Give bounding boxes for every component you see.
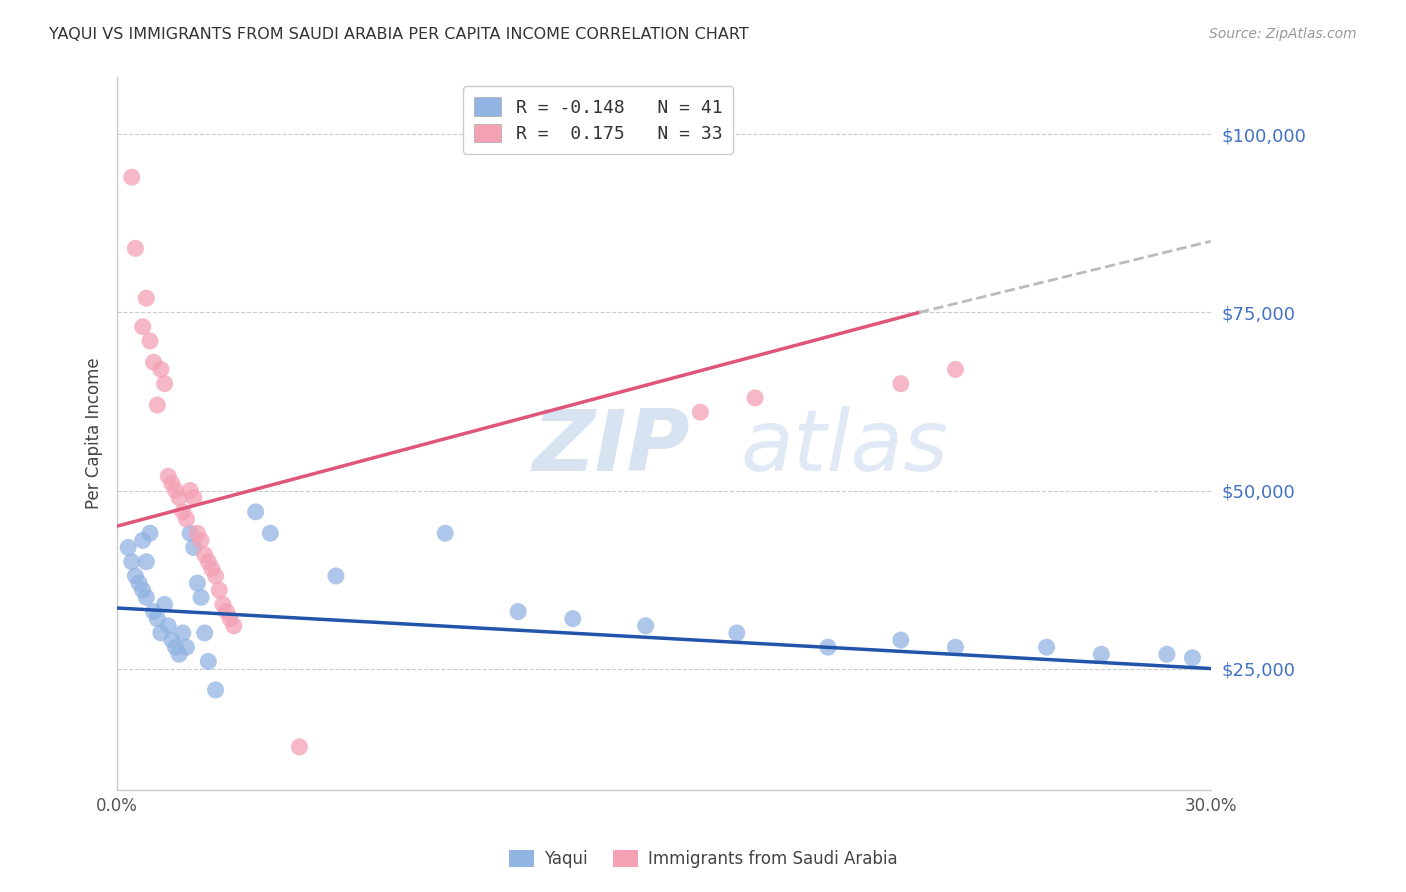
Point: [139, 526, 162, 541]
Point: [157, 619, 180, 633]
Point: [176, 640, 198, 655]
Point: [146, 398, 169, 412]
Text: Source: ZipAtlas.com: Source: ZipAtlas.com: [1209, 27, 1357, 41]
Point: [725, 626, 748, 640]
Point: [1181, 651, 1204, 665]
Point: [117, 541, 139, 555]
Point: [689, 405, 711, 419]
Point: [194, 548, 217, 562]
Y-axis label: Per Capita Income: Per Capita Income: [86, 358, 103, 509]
Point: [179, 483, 201, 498]
Point: [744, 391, 766, 405]
Point: [186, 526, 208, 541]
Point: [121, 555, 143, 569]
Point: [160, 633, 183, 648]
Point: [131, 533, 153, 548]
Point: [1035, 640, 1057, 655]
Point: [194, 626, 217, 640]
Point: [212, 598, 235, 612]
Point: [215, 605, 238, 619]
Point: [197, 655, 219, 669]
Point: [135, 591, 157, 605]
Point: [128, 576, 150, 591]
Point: [124, 241, 146, 255]
Text: YAQUI VS IMMIGRANTS FROM SAUDI ARABIA PER CAPITA INCOME CORRELATION CHART: YAQUI VS IMMIGRANTS FROM SAUDI ARABIA PE…: [49, 27, 749, 42]
Point: [890, 376, 912, 391]
Point: [219, 612, 242, 626]
Point: [139, 334, 162, 348]
Point: [124, 569, 146, 583]
Point: [561, 612, 583, 626]
Point: [165, 640, 187, 655]
Point: [165, 483, 187, 498]
Point: [160, 476, 183, 491]
Point: [201, 562, 224, 576]
Point: [176, 512, 198, 526]
Point: [172, 626, 194, 640]
Point: [288, 739, 311, 754]
Point: [190, 533, 212, 548]
Point: [183, 541, 205, 555]
Point: [186, 576, 208, 591]
Point: [183, 491, 205, 505]
Point: [131, 583, 153, 598]
Point: [142, 605, 165, 619]
Point: [142, 355, 165, 369]
Point: [1156, 648, 1178, 662]
Point: [945, 640, 967, 655]
Point: [197, 555, 219, 569]
Point: [1090, 648, 1112, 662]
Point: [153, 598, 176, 612]
Point: [204, 682, 226, 697]
Point: [179, 526, 201, 541]
Legend: Yaqui, Immigrants from Saudi Arabia: Yaqui, Immigrants from Saudi Arabia: [502, 843, 904, 875]
Point: [172, 505, 194, 519]
Point: [259, 526, 281, 541]
Point: [634, 619, 657, 633]
Point: [121, 170, 143, 185]
Point: [508, 605, 530, 619]
Point: [945, 362, 967, 376]
Point: [167, 648, 190, 662]
Legend: R = -0.148   N = 41, R =  0.175   N = 33: R = -0.148 N = 41, R = 0.175 N = 33: [464, 87, 733, 154]
Text: ZIP: ZIP: [533, 406, 690, 490]
Point: [204, 569, 226, 583]
Point: [146, 612, 169, 626]
Point: [149, 362, 172, 376]
Point: [135, 555, 157, 569]
Point: [131, 319, 153, 334]
Point: [817, 640, 839, 655]
Point: [208, 583, 231, 598]
Point: [153, 376, 176, 391]
Point: [135, 291, 157, 305]
Point: [245, 505, 267, 519]
Point: [190, 591, 212, 605]
Point: [149, 626, 172, 640]
Point: [222, 619, 245, 633]
Point: [890, 633, 912, 648]
Point: [157, 469, 180, 483]
Point: [434, 526, 457, 541]
Point: [325, 569, 347, 583]
Text: atlas: atlas: [741, 406, 949, 490]
Point: [167, 491, 190, 505]
